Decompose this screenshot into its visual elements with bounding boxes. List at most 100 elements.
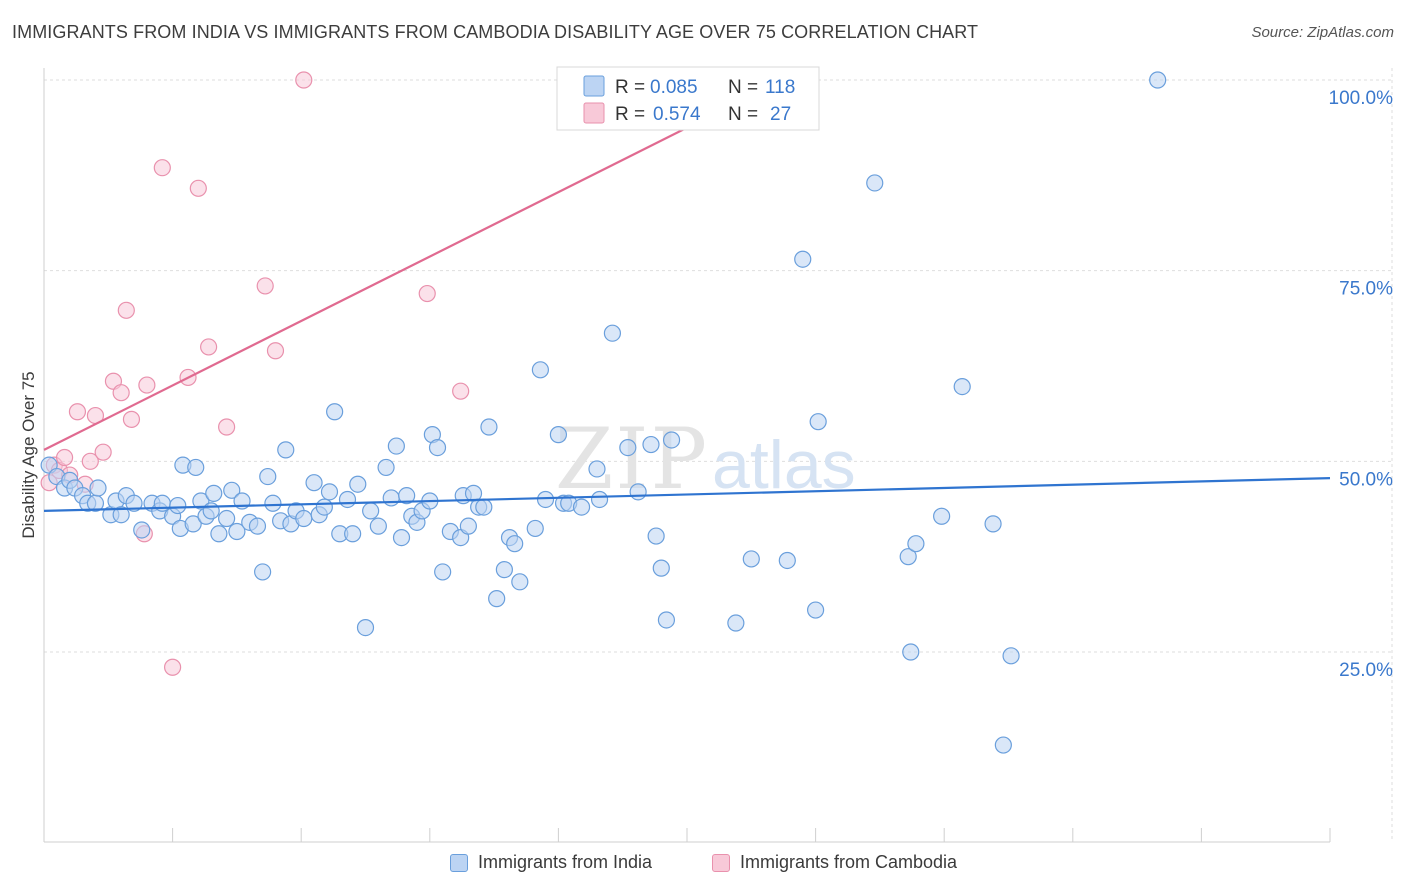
india-point <box>187 458 205 477</box>
india-point <box>531 361 549 379</box>
axes <box>43 68 1331 843</box>
india-point <box>133 521 151 539</box>
india-point <box>428 439 447 457</box>
india-point <box>526 519 544 538</box>
india-point <box>305 474 323 492</box>
cambodia-point <box>153 159 171 177</box>
india-point <box>953 377 971 396</box>
y-tick-label: 25.0% <box>1339 660 1393 681</box>
stats-india-r-label: R = <box>615 77 645 98</box>
legend-item-cambodia[interactable]: Immigrants from Cambodia <box>712 852 957 873</box>
cambodia-point <box>117 301 135 319</box>
cambodia-point <box>138 376 156 394</box>
legend: Immigrants from India Immigrants from Ca… <box>0 848 1406 880</box>
stats-cambodia-n-value: 27 <box>770 104 791 125</box>
india-points <box>40 71 1167 754</box>
india-point <box>295 509 313 528</box>
india-point <box>315 498 333 516</box>
india-point <box>603 324 622 342</box>
cambodia-point <box>81 452 99 470</box>
legend-label-cambodia: Immigrants from Cambodia <box>740 852 958 872</box>
india-point <box>228 522 246 541</box>
india-point <box>488 590 506 608</box>
india-point <box>169 496 187 515</box>
cambodia-point <box>256 277 274 295</box>
cambodia-point <box>200 338 218 356</box>
stats-india-n-value: 118 <box>765 77 795 98</box>
y-tick-label: 75.0% <box>1339 279 1393 300</box>
india-point <box>202 502 220 520</box>
india-point <box>933 507 951 525</box>
stats-box: R = 0.085 N = 118 R = 0.574 N = 27 <box>556 66 820 131</box>
india-point <box>254 563 272 581</box>
cambodia-point <box>418 284 436 303</box>
india-point <box>984 515 1002 533</box>
india-point <box>536 490 555 509</box>
cambodia-point <box>55 448 74 467</box>
cambodia-point <box>164 658 182 676</box>
india-point <box>742 550 760 568</box>
cambodia-point <box>266 342 285 360</box>
india-point <box>652 559 670 577</box>
india-point <box>1002 647 1020 665</box>
india-point <box>1149 71 1167 89</box>
india-point <box>344 525 362 543</box>
tick-labels: 25.0%50.0%75.0%100.0%0.0%50.0% <box>1329 88 1394 681</box>
stats-india-r-value: 0.085 <box>650 77 698 98</box>
trendlines <box>43 79 1331 513</box>
legend-item-india[interactable]: Immigrants from India <box>450 852 652 873</box>
india-point <box>902 643 920 661</box>
india-point <box>89 479 107 497</box>
india-point <box>349 475 367 493</box>
india-point <box>727 614 745 632</box>
stats-cambodia-swatch <box>583 102 605 124</box>
india-point <box>392 528 411 547</box>
chart-title: IMMIGRANTS FROM INDIA VS IMMIGRANTS FROM… <box>12 22 979 42</box>
india-point <box>112 506 130 524</box>
india-point <box>619 439 637 457</box>
india-point <box>356 618 375 637</box>
india-point <box>326 403 344 421</box>
india-point <box>320 483 339 501</box>
india-point <box>495 561 513 579</box>
cambodia-trendline <box>43 79 783 451</box>
india-point <box>899 548 917 566</box>
india-point <box>778 551 796 570</box>
india-point <box>506 535 524 553</box>
cambodia-point <box>94 443 112 461</box>
y-tick-label: 50.0% <box>1339 469 1393 490</box>
india-point <box>248 517 267 535</box>
india-point <box>434 563 452 581</box>
y-tick-label: 100.0% <box>1329 88 1394 109</box>
india-point <box>794 250 812 268</box>
cambodia-point <box>68 403 87 421</box>
cambodia-point <box>218 418 236 436</box>
india-point <box>629 483 647 501</box>
source-label: Source: ZipAtlas.com <box>1251 24 1394 41</box>
india-point <box>377 458 395 477</box>
india-point <box>866 174 884 192</box>
legend-swatch-india <box>450 853 468 872</box>
india-point <box>387 437 405 455</box>
india-point <box>184 515 202 533</box>
india-point <box>588 460 606 478</box>
grid-lines <box>44 68 1393 842</box>
india-point <box>994 736 1012 754</box>
india-point <box>382 489 400 507</box>
india-point <box>809 413 827 431</box>
india-point <box>459 517 477 535</box>
india-point <box>480 418 498 436</box>
india-point <box>369 517 387 535</box>
india-point <box>398 487 416 505</box>
india-point <box>205 484 223 502</box>
cambodia-point <box>112 384 130 402</box>
india-point <box>806 601 825 619</box>
india-point <box>259 467 277 486</box>
cambodia-points <box>40 71 470 676</box>
india-point <box>218 509 236 528</box>
india-point <box>264 494 282 512</box>
india-point <box>590 490 609 509</box>
stats-cambodia-n-label: N = <box>728 104 758 125</box>
india-point <box>192 492 210 510</box>
scatter-chart: ZIP atlas 25.0%50.0%75.0%100.0%0.0%50.0%… <box>19 66 1394 843</box>
